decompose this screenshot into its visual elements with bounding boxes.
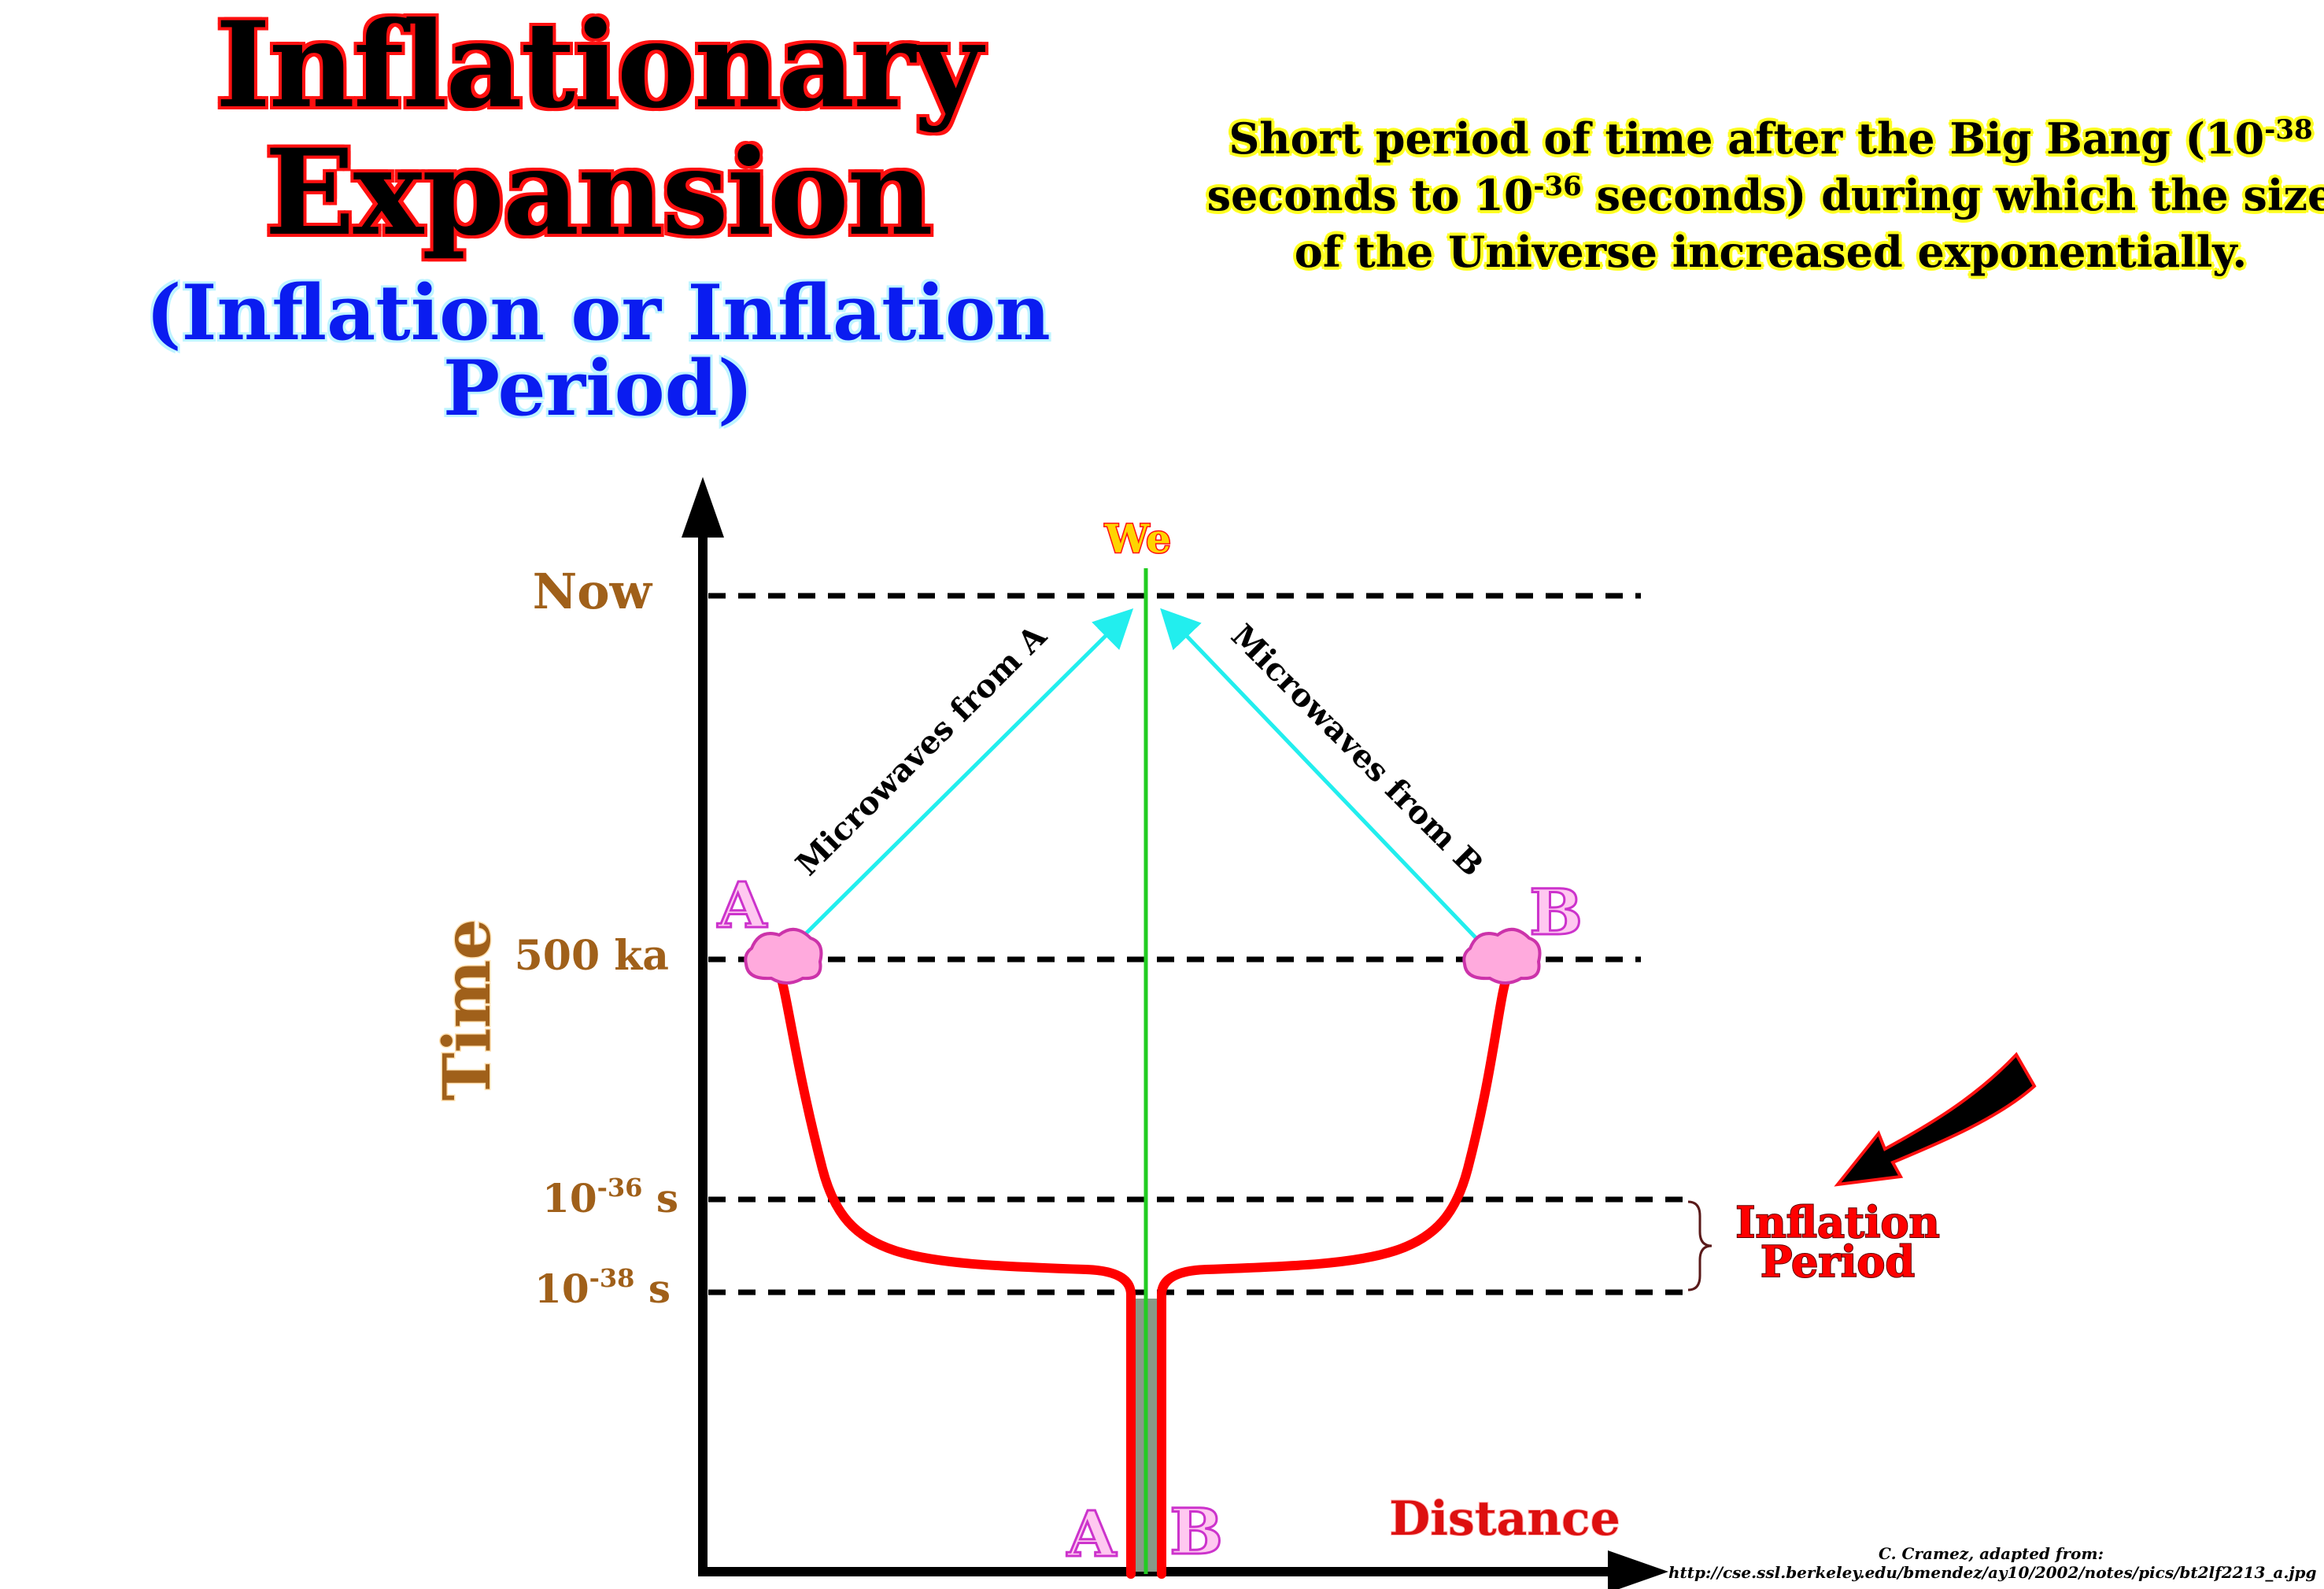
x-axis-arrowhead <box>1608 1550 1668 1589</box>
worldline-b <box>1157 967 1513 1579</box>
definition-exponent-1: -38 <box>2264 114 2313 146</box>
definition-part-2: seconds to 10 <box>1206 170 1534 220</box>
y-axis-arrowhead <box>682 477 724 538</box>
ray-from-b <box>1160 608 1489 952</box>
subtitle: (Inflation or Inflation Period) <box>146 268 1051 433</box>
inflation-pointer-arrow <box>1834 1051 2037 1187</box>
level-label-t38: 10-38 s <box>534 1263 671 1312</box>
ray-a-label: Microwaves from A <box>789 617 1054 882</box>
credit-line-1: C. Cramez, adapted from: <box>1879 1544 2104 1563</box>
inflation-label-line-2: Period <box>1761 1236 1915 1287</box>
definition-exponent-2: -36 <box>1533 171 1582 202</box>
level-t38-base: 10 <box>534 1266 589 1312</box>
level-t36-unit: s <box>642 1175 678 1221</box>
level-t36-base: 10 <box>542 1175 597 1221</box>
level-label-500ka: 500 ka <box>515 932 669 980</box>
inflation-brace <box>1687 1200 1713 1292</box>
level-t36-exponent: -36 <box>597 1173 643 1203</box>
title-line-1: Inflationary <box>213 0 985 135</box>
credit-line-2: http://cse.ssl.berkeley.edu/bmendez/ay10… <box>1668 1563 2317 1582</box>
level-label-t36: 10-36 s <box>542 1173 678 1221</box>
image-credit: C. Cramez, adapted from: http://cse.ssl.… <box>1668 1544 2317 1582</box>
label-a-lower: A <box>1066 1497 1117 1571</box>
level-t38-exponent: -38 <box>589 1263 635 1293</box>
label-b-upper: B <box>1529 875 1583 949</box>
observer-label: We <box>1104 516 1171 562</box>
blob-b <box>1462 928 1542 985</box>
ray-from-a <box>788 608 1134 952</box>
inflation-label-line-1: Inflation <box>1735 1197 1940 1247</box>
ray-b-label: Microwaves from B <box>1224 617 1491 884</box>
label-a-upper: A <box>717 868 767 942</box>
title-line-2: Expansion <box>262 124 935 262</box>
label-b-lower: B <box>1169 1495 1223 1569</box>
level-t38-unit: s <box>634 1266 671 1312</box>
x-axis-label: Distance <box>1389 1491 1620 1547</box>
y-axis-label: Time <box>430 918 505 1100</box>
definition-part-3: seconds) during which the size of the Un… <box>1294 170 2324 277</box>
definition-text: Short period of time after the Big Bang … <box>1180 110 2324 280</box>
level-label-now: Now <box>533 563 653 620</box>
blob-a <box>744 928 823 985</box>
worldline-a <box>774 967 1136 1579</box>
definition-part-1: Short period of time after the Big Bang … <box>1229 113 2265 164</box>
